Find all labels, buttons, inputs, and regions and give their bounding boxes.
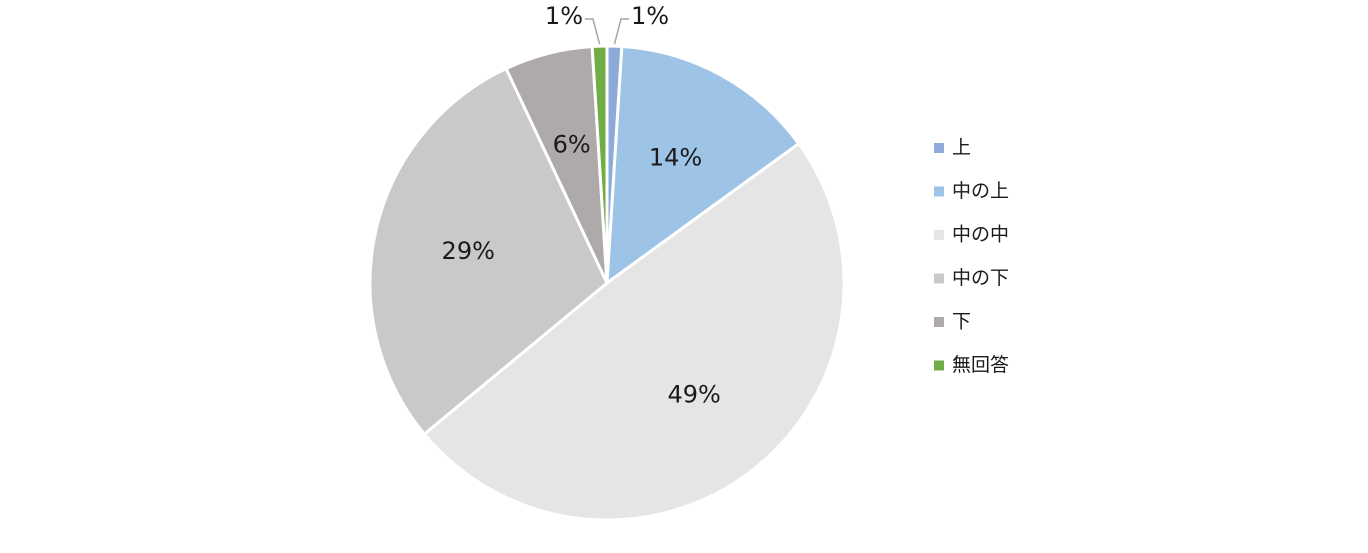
legend-swatch xyxy=(934,360,944,371)
value-label: 6% xyxy=(553,130,591,158)
legend-label: 無回答 xyxy=(952,354,1009,376)
pie-slice xyxy=(590,44,609,284)
leader-line xyxy=(585,18,601,45)
legend-label: 中の中 xyxy=(952,224,1009,246)
legend-swatch xyxy=(934,143,944,153)
value-label: 1% xyxy=(545,2,583,30)
legend-swatch xyxy=(934,317,944,327)
legend-label: 下 xyxy=(952,311,971,333)
legend-label: 上 xyxy=(952,137,971,159)
leader-line xyxy=(613,18,629,45)
value-label: 49% xyxy=(667,380,720,408)
legend-label: 中の下 xyxy=(952,267,1009,289)
pie-slice xyxy=(422,141,846,522)
value-label: 1% xyxy=(631,2,669,30)
legend-swatch xyxy=(934,273,944,284)
legend-swatch xyxy=(934,186,944,197)
pie-slice xyxy=(605,44,801,287)
value-label: 14% xyxy=(649,143,702,171)
value-label: 29% xyxy=(442,237,495,265)
legend-label: 中の上 xyxy=(952,180,1009,202)
legend-swatch xyxy=(934,230,944,240)
